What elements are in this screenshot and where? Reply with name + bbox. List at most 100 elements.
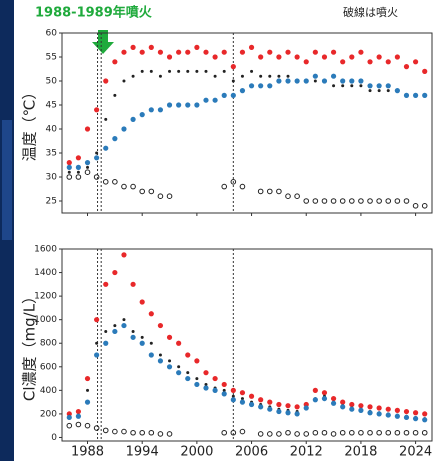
data-point [312,429,319,436]
data-point [248,44,255,51]
data-point [230,179,237,185]
data-point [168,359,172,363]
x-tick-label: 2012 [290,445,323,460]
data-point [376,405,382,411]
data-point [104,117,108,121]
data-point [286,74,290,78]
data-point [148,107,154,113]
data-point [221,381,227,388]
data-point [121,183,127,190]
data-point [76,170,80,174]
x-tick-label: 2006 [235,445,268,460]
data-point [376,429,382,436]
data-point [321,198,328,204]
data-point [66,164,72,170]
data-point [277,74,281,78]
data-point [103,281,109,287]
data-point [149,341,153,345]
data-point [285,410,291,416]
data-point [267,406,273,412]
data-point [186,371,190,375]
data-point [239,183,246,190]
data-point [349,406,355,412]
data-point [377,89,381,93]
data-point [268,74,272,78]
data-point [267,83,273,89]
data-point [221,183,228,190]
y-tick-label: 800 [40,339,57,349]
data-point [212,375,218,382]
data-point [412,410,419,416]
data-point [376,411,382,417]
data-point [140,335,144,339]
data-point [112,269,118,276]
data-point [412,416,419,422]
data-point [294,404,300,410]
data-point [294,78,300,84]
data-point [121,252,127,258]
y-tick-label: 1600 [34,245,57,255]
data-point [330,395,337,402]
data-point [385,412,391,418]
data-point [95,151,99,155]
data-point [113,324,117,328]
data-point [321,54,328,60]
y-tick-label: 60 [46,29,58,39]
data-point [185,102,191,108]
data-point [403,429,410,436]
data-point [240,74,244,78]
photo-strip-detail [2,120,12,240]
data-point [185,375,191,382]
data-point [376,83,382,89]
data-point [122,318,126,322]
data-point [321,78,328,84]
data-point [66,422,73,429]
data-point [386,89,390,93]
data-point [221,429,228,436]
data-point [421,429,428,436]
y-tick-label: 1000 [34,315,57,325]
data-point [230,64,236,70]
data-point [84,126,91,132]
data-point [367,59,373,65]
data-point [75,413,82,419]
data-point [148,188,155,195]
data-point [339,198,346,204]
data-point [168,69,172,73]
data-point [239,49,246,55]
data-point [258,397,264,403]
data-point [257,431,264,437]
data-point [122,79,126,83]
data-point [157,431,164,437]
data-point [139,188,145,195]
data-point [276,408,282,415]
data-point [102,179,109,185]
data-point [75,174,82,180]
data-point [148,44,154,51]
data-point [276,188,282,195]
data-point [312,397,318,403]
data-point [239,428,246,435]
data-point [112,328,118,335]
annotation-arrow [92,30,114,54]
y-tick-label: 400 [40,386,57,396]
data-point [266,431,273,437]
data-point [75,155,82,161]
data-point [276,54,282,60]
data-point [148,429,155,436]
data-point [367,404,373,410]
data-point [294,54,300,60]
data-point [321,390,328,396]
data-point [185,49,191,55]
data-point [231,79,235,83]
data-point [177,365,181,369]
data-point [84,169,91,175]
data-point [285,403,291,409]
data-point [158,353,162,357]
y-tick-label: 600 [40,362,57,372]
data-point [239,399,246,405]
data-point [368,89,372,93]
data-point [166,334,173,340]
data-point [250,69,254,73]
